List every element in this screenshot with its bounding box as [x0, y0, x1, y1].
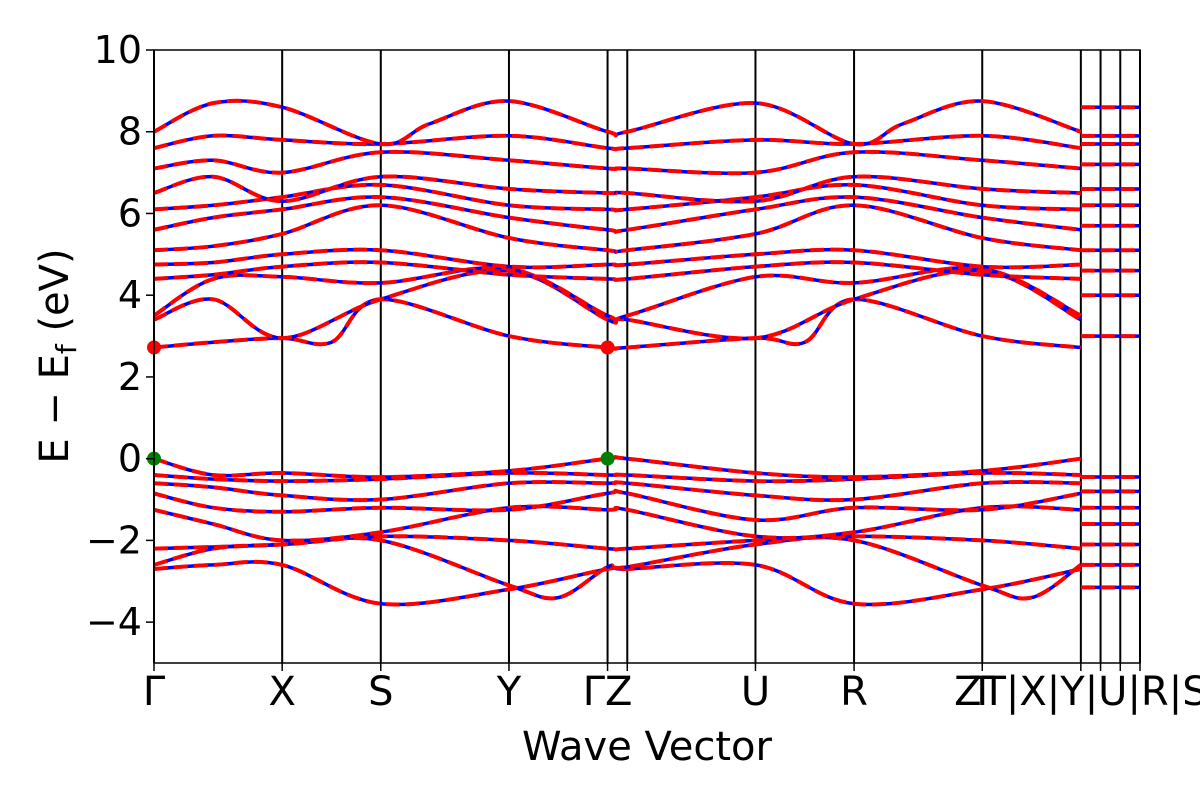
x-tick-label: U — [741, 669, 770, 715]
x-tick-label: Y — [496, 669, 522, 715]
band-line-red — [154, 149, 1081, 176]
y-tick-label: −2 — [86, 518, 142, 562]
y-label-sub-f: f — [50, 343, 83, 354]
y-label-minus: − — [32, 379, 78, 438]
band-line-red — [154, 488, 1082, 523]
band-line-red — [154, 133, 1082, 152]
vbm-marker — [600, 451, 615, 466]
band-line-red — [154, 480, 1081, 503]
band-line-red — [154, 203, 1082, 255]
plot-frame — [153, 49, 1141, 664]
cbm-marker — [600, 340, 615, 355]
band-line-red — [154, 535, 1082, 601]
band-line-red — [154, 194, 1082, 234]
band-line-red — [154, 260, 1081, 282]
y-axis-ticks: −4 −2 0 2 4 6 8 10 — [86, 28, 154, 644]
band-line-red — [154, 174, 1081, 204]
y-label-unit: (eV) — [32, 248, 78, 344]
x-axis-label: Wave Vector — [522, 724, 773, 770]
x-tick-label: ΓZ — [583, 669, 633, 715]
x-tick-label: ZT|X|Y|U|R|S — [954, 669, 1200, 715]
band-line-red — [154, 247, 1081, 270]
band-line-red — [154, 265, 1082, 323]
x-tick-label: R — [840, 669, 868, 715]
band-line-red — [154, 98, 1082, 147]
y-tick-label: 6 — [118, 191, 142, 235]
band-line-red — [154, 182, 1081, 213]
band-line-red — [154, 504, 1081, 543]
x-tick-label: Γ — [143, 669, 166, 715]
y-axis-label: E − Ef (eV) — [32, 248, 83, 463]
y-tick-label: −4 — [86, 600, 142, 644]
y-tick-label: 10 — [94, 28, 142, 72]
y-label-e: E — [32, 438, 78, 463]
x-tick-label: T — [969, 669, 995, 715]
band-lines — [154, 98, 1140, 607]
y-tick-label: 0 — [118, 437, 142, 481]
x-tick-label: S — [368, 669, 393, 715]
y-tick-label: 4 — [118, 273, 142, 317]
y-tick-label: 2 — [118, 355, 142, 399]
y-label-e2: E — [32, 354, 78, 379]
y-tick-label: 8 — [118, 110, 142, 154]
band-line-red — [154, 268, 1082, 341]
x-tick-label: X — [268, 669, 295, 715]
x-axis-ticks: Γ X S Y ΓZ U R TZT|X|Y|U|R|S — [143, 663, 1200, 715]
